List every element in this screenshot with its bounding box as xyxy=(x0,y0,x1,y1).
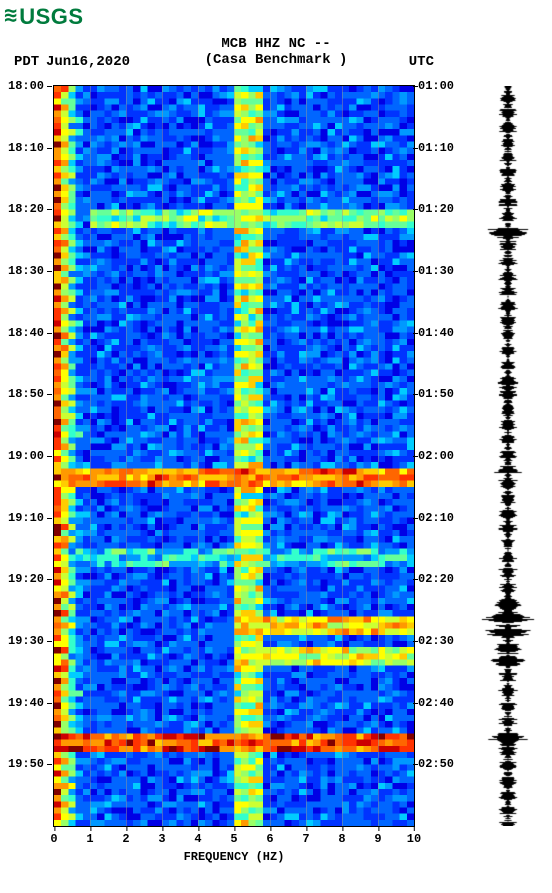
date-label: Jun16,2020 xyxy=(46,54,130,70)
ytick-right: 02:40 xyxy=(418,696,454,710)
spectrogram-plot xyxy=(54,86,414,826)
ytick-right: 02:00 xyxy=(418,449,454,463)
xtick: 7 xyxy=(302,832,309,846)
ytick-left: 18:40 xyxy=(8,326,44,340)
ytick-left: 18:10 xyxy=(8,141,44,155)
ytick-left: 19:00 xyxy=(8,449,44,463)
xtick: 8 xyxy=(338,832,345,846)
x-axis-label: FREQUENCY (HZ) xyxy=(54,850,414,864)
xtick: 9 xyxy=(374,832,381,846)
xtick: 6 xyxy=(266,832,273,846)
ytick-right: 01:50 xyxy=(418,387,454,401)
usgs-logo: ≋ USGS xyxy=(4,4,84,30)
xtick: 3 xyxy=(158,832,165,846)
xtick: 10 xyxy=(407,832,421,846)
waveform-canvas xyxy=(478,86,538,826)
ytick-right: 02:30 xyxy=(418,634,454,648)
ytick-right: 02:10 xyxy=(418,511,454,525)
ytick-left: 19:40 xyxy=(8,696,44,710)
ytick-left: 18:50 xyxy=(8,387,44,401)
ytick-left: 19:10 xyxy=(8,511,44,525)
ytick-left: 18:20 xyxy=(8,202,44,216)
xtick: 5 xyxy=(230,832,237,846)
axis-right: 01:0001:1001:2001:3001:4001:5002:0002:10… xyxy=(414,86,470,826)
axis-bottom: 109876543210 FREQUENCY (HZ) xyxy=(54,826,414,864)
tz-left-label: PDT xyxy=(14,54,39,70)
ytick-right: 02:20 xyxy=(418,572,454,586)
ytick-right: 01:00 xyxy=(418,79,454,93)
ytick-right: 01:30 xyxy=(418,264,454,278)
ytick-right: 01:40 xyxy=(418,326,454,340)
plot-headers: MCB HHZ NC -- (Casa Benchmark ) PDT Jun1… xyxy=(0,36,552,68)
xtick: 2 xyxy=(122,832,129,846)
xtick: 0 xyxy=(50,832,57,846)
tz-right-label: UTC xyxy=(409,54,434,70)
station-label: MCB HHZ NC -- xyxy=(0,36,552,52)
logo-wave-icon: ≋ xyxy=(4,6,17,28)
ytick-left: 19:50 xyxy=(8,757,44,771)
waveform-plot xyxy=(478,86,538,826)
ytick-left: 18:00 xyxy=(8,79,44,93)
plot-border xyxy=(53,85,415,827)
ytick-right: 01:20 xyxy=(418,202,454,216)
ytick-left: 19:20 xyxy=(8,572,44,586)
xtick: 1 xyxy=(86,832,93,846)
axis-left: 18:0018:1018:2018:3018:4018:5019:0019:10… xyxy=(0,86,54,826)
ytick-left: 19:30 xyxy=(8,634,44,648)
ytick-right: 01:10 xyxy=(418,141,454,155)
ytick-left: 18:30 xyxy=(8,264,44,278)
xtick: 4 xyxy=(194,832,201,846)
ytick-right: 02:50 xyxy=(418,757,454,771)
logo-text: USGS xyxy=(19,4,83,30)
